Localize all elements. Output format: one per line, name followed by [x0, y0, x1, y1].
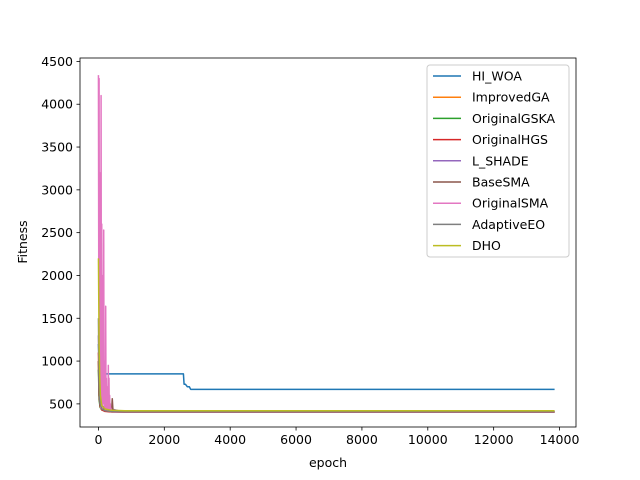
- x-tick-label: 2000: [148, 432, 180, 447]
- x-tick-label: 6000: [280, 432, 312, 447]
- plot-frame: [79, 57, 577, 428]
- series-line-dho: [97, 258, 555, 412]
- legend-label-basesma: BaseSMA: [472, 175, 530, 190]
- y-axis-ticks: 500 1000 1500 2000 2500 3000 3500 4000 4500: [41, 54, 80, 411]
- x-axis-ticks: 0 2000 4000 6000 8000 10000 12000 14000: [94, 427, 579, 447]
- y-tick-label: 2500: [41, 225, 73, 240]
- x-tick-label: 0: [94, 432, 102, 447]
- legend-frame: [426, 64, 570, 258]
- x-tick-label: 14000: [540, 432, 580, 447]
- legend-label-l-shade: L_SHADE: [472, 153, 529, 168]
- legend-label-adaptiveeo: AdaptiveEO: [472, 217, 545, 232]
- y-tick-label: 3500: [41, 140, 73, 155]
- y-tick-label: 1500: [41, 311, 73, 326]
- y-tick-label: 4500: [41, 54, 73, 69]
- x-tick-label: 4000: [214, 432, 246, 447]
- y-tick-label: 4000: [41, 97, 73, 112]
- legend: HI_WOA ImprovedGA OriginalGSKA OriginalHGS L…: [426, 64, 570, 258]
- x-tick-label: 8000: [346, 432, 378, 447]
- legend-label-originalhgs: OriginalHGS: [472, 132, 548, 147]
- x-axis-label: epoch: [309, 455, 347, 470]
- y-tick-label: 1000: [41, 354, 73, 369]
- y-tick-label: 500: [49, 396, 73, 411]
- series-line-adaptiveeo: [97, 318, 555, 413]
- x-tick-label: 10000: [408, 432, 448, 447]
- legend-label-originalgska: OriginalGSKA: [472, 111, 556, 126]
- y-tick-label: 3000: [41, 182, 73, 197]
- legend-label-dho: DHO: [472, 238, 501, 253]
- x-tick-label: 12000: [474, 432, 514, 447]
- legend-label-hi-woa: HI_WOA: [472, 69, 522, 84]
- series-layer: [97, 75, 555, 413]
- legend-label-originalsma: OriginalSMA: [472, 196, 549, 211]
- y-axis-label: Fitness: [15, 220, 30, 263]
- y-tick-label: 2000: [41, 268, 73, 283]
- legend-label-improvedga: ImprovedGA: [472, 90, 550, 105]
